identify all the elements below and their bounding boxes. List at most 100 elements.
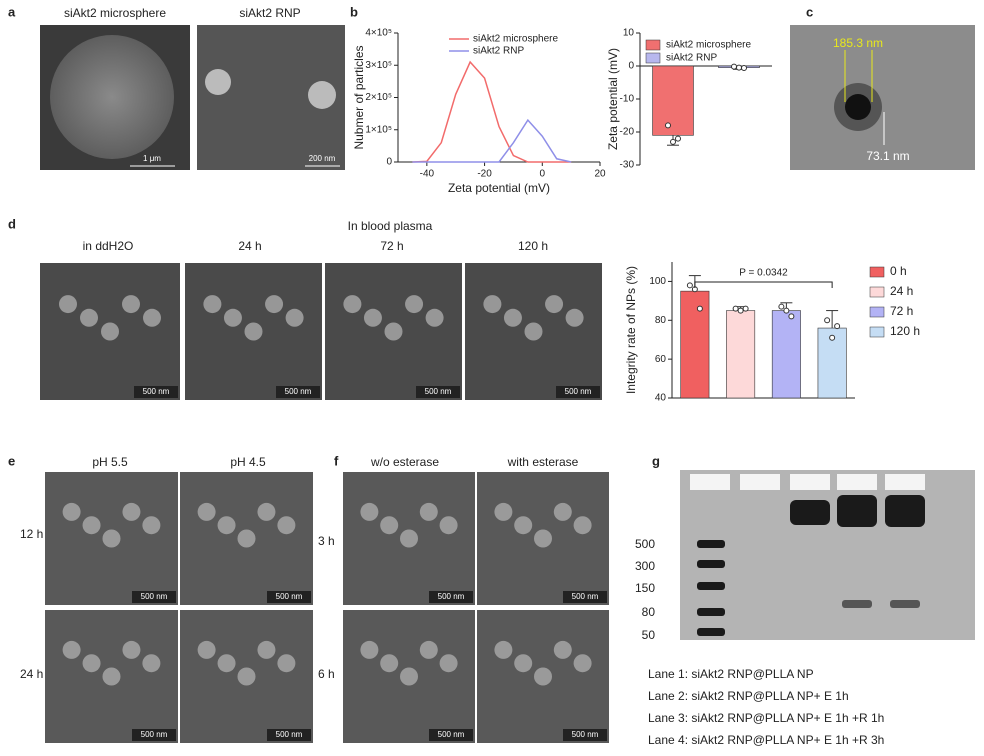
particle bbox=[400, 529, 418, 548]
row-title: 3 h bbox=[318, 534, 335, 548]
y-axis-label: Zeta potential (mV) bbox=[606, 48, 620, 150]
data-point bbox=[686, 282, 693, 289]
legend-swatch bbox=[869, 266, 885, 278]
legend-label: siAkt2 RNP bbox=[666, 53, 717, 64]
particle bbox=[439, 516, 458, 535]
scale-label: 500 nm bbox=[438, 730, 465, 739]
particle bbox=[514, 516, 533, 535]
particle bbox=[573, 516, 592, 535]
row-title: 12 h bbox=[20, 527, 43, 541]
scale-label: 500 nm bbox=[141, 730, 168, 739]
y-tick-label: 100 bbox=[649, 276, 666, 287]
scale-box bbox=[563, 729, 607, 741]
particle bbox=[277, 516, 296, 535]
particle bbox=[534, 667, 552, 686]
lane-label: Lane 2: siAkt2 RNP@PLLA NP+ E 1h bbox=[648, 689, 849, 703]
particle bbox=[62, 640, 81, 659]
scale-label: 500 nm bbox=[276, 592, 303, 601]
scale-label: 500 nm bbox=[285, 387, 312, 396]
particle bbox=[573, 654, 592, 673]
particle bbox=[102, 667, 121, 686]
data-point bbox=[778, 303, 785, 310]
particle bbox=[80, 308, 98, 327]
scale-label: 1 μm bbox=[143, 154, 161, 163]
particle bbox=[203, 295, 222, 314]
data-point bbox=[736, 64, 742, 71]
particle bbox=[59, 295, 77, 314]
scale-label: 500 nm bbox=[572, 592, 599, 601]
bar bbox=[652, 65, 694, 136]
microsphere bbox=[50, 35, 174, 159]
particle bbox=[223, 308, 242, 327]
particle bbox=[217, 654, 236, 673]
legend-swatch bbox=[869, 286, 885, 298]
particle bbox=[483, 295, 502, 314]
legend-label: 0 h bbox=[890, 264, 907, 278]
data-point bbox=[732, 305, 739, 312]
x-tick-label: -20 bbox=[477, 169, 492, 180]
legend-label: 72 h bbox=[890, 304, 913, 318]
data-point bbox=[742, 305, 749, 312]
data-line bbox=[412, 118, 572, 163]
data-point bbox=[829, 334, 836, 341]
image-title: siAkt2 microsphere bbox=[64, 6, 166, 20]
panel-letter: a bbox=[8, 4, 16, 19]
data-point bbox=[737, 307, 744, 314]
particle bbox=[142, 654, 161, 673]
data-point bbox=[824, 317, 831, 324]
particle bbox=[360, 640, 379, 659]
particle bbox=[439, 654, 458, 673]
y-tick-label: 10 bbox=[623, 28, 635, 39]
particle bbox=[237, 667, 256, 686]
scale-box bbox=[134, 386, 178, 398]
legend-swatch bbox=[869, 326, 885, 338]
particle bbox=[122, 640, 141, 659]
particle bbox=[257, 502, 276, 521]
particle bbox=[277, 654, 296, 673]
scale-label: 200 nm bbox=[309, 154, 336, 163]
particle bbox=[534, 529, 552, 548]
x-tick-label: 20 bbox=[594, 169, 606, 180]
particle bbox=[384, 322, 403, 341]
x-axis-label: Zeta potential (mV) bbox=[448, 181, 550, 195]
particle bbox=[197, 502, 216, 521]
particle bbox=[102, 529, 121, 548]
tem-image bbox=[790, 25, 975, 170]
y-tick-label: -30 bbox=[620, 160, 635, 171]
panel-letter: b bbox=[350, 4, 358, 19]
particle bbox=[343, 295, 362, 314]
panel-letter: e bbox=[8, 453, 15, 468]
y-axis-label: Integrity rate of NPs (%) bbox=[624, 266, 638, 394]
scale-label: 500 nm bbox=[565, 387, 592, 396]
bar bbox=[680, 290, 710, 399]
data-point bbox=[834, 323, 841, 330]
y-tick-label: -10 bbox=[620, 94, 635, 105]
particle bbox=[360, 502, 379, 521]
particle bbox=[143, 308, 161, 327]
y-tick-label: 0 bbox=[386, 157, 392, 168]
image-title: 24 h bbox=[238, 239, 261, 253]
particle bbox=[82, 516, 101, 535]
particle bbox=[285, 308, 304, 327]
scale-label: 500 nm bbox=[425, 387, 452, 396]
y-tick-label: -20 bbox=[620, 127, 635, 138]
measurement: 73.1 nm bbox=[866, 149, 909, 163]
data-point bbox=[788, 313, 795, 320]
particle bbox=[142, 516, 161, 535]
scale-box bbox=[416, 386, 460, 398]
data-line bbox=[412, 60, 572, 163]
particle bbox=[503, 308, 522, 327]
legend-swatch bbox=[645, 39, 661, 51]
marker-label: 150 bbox=[635, 581, 655, 595]
scale-box bbox=[429, 729, 473, 741]
particle bbox=[205, 69, 231, 95]
particle bbox=[62, 502, 81, 521]
group-title: In blood plasma bbox=[348, 219, 433, 233]
y-tick-label: 2×10⁵ bbox=[365, 92, 392, 103]
particle bbox=[494, 640, 513, 659]
scale-label: 500 nm bbox=[143, 387, 170, 396]
row-title: 6 h bbox=[318, 667, 335, 681]
data-point bbox=[670, 138, 676, 145]
scale-box bbox=[267, 729, 311, 741]
particle bbox=[405, 295, 424, 314]
